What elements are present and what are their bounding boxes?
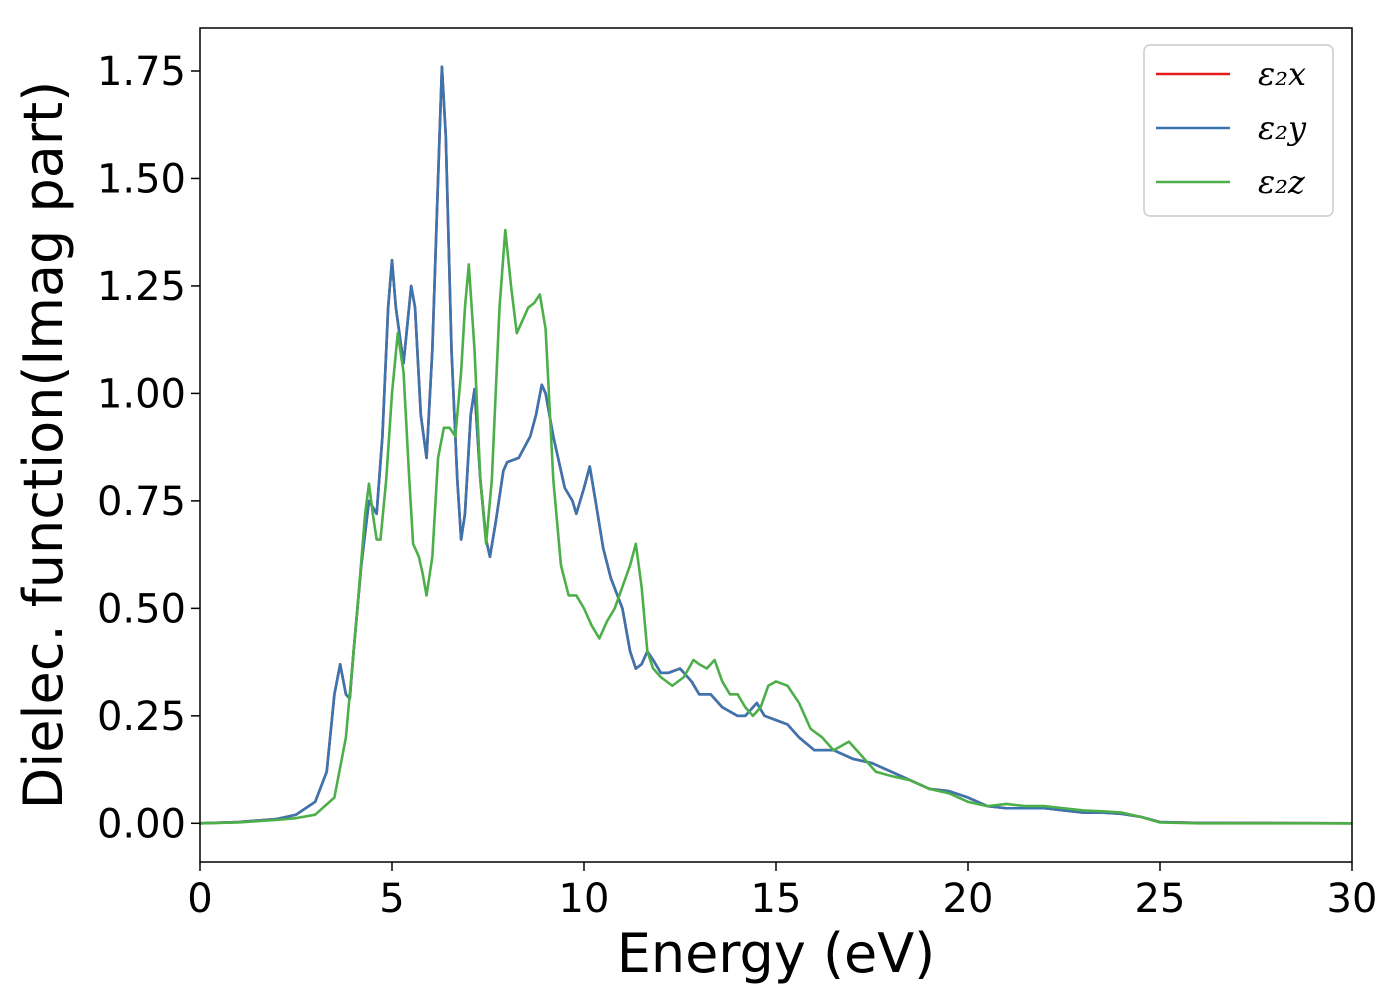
y-tick-label: 0.50 [97, 586, 186, 632]
legend-box [1143, 44, 1334, 217]
x-tick-label: 10 [559, 876, 610, 922]
x-tick-label: 15 [751, 876, 802, 922]
legend-label-3: ε₂z [1258, 163, 1306, 201]
x-tick-label: 25 [1135, 876, 1186, 922]
x-tick-label: 5 [379, 876, 404, 922]
legend: ε₂x ε₂y ε₂z [1143, 44, 1334, 217]
series-layer [200, 65, 1352, 825]
y-tick-label: 1.50 [97, 156, 186, 202]
x-tick-label: 30 [1327, 876, 1378, 922]
y-tick-label: 1.75 [97, 49, 186, 95]
legend-label-1: ε₂x [1258, 55, 1306, 93]
series-line-2 [200, 65, 1352, 825]
y-tick-label: 0.00 [97, 801, 186, 847]
x-axis-label: Energy (eV) [617, 922, 936, 985]
series-line-3 [200, 228, 1352, 825]
y-axis: 0.00 0.25 0.50 0.75 1.00 1.25 1.50 1.75 [97, 49, 200, 847]
y-axis-label: Dielec. function(Imag part) [12, 81, 75, 810]
x-tick-label: 0 [187, 876, 212, 922]
x-axis: 0 5 10 15 20 25 30 [187, 862, 1377, 922]
x-tick-label: 20 [943, 876, 994, 922]
y-tick-label: 1.00 [97, 371, 186, 417]
y-tick-label: 0.25 [97, 694, 186, 740]
legend-label-2: ε₂y [1258, 109, 1307, 147]
y-tick-label: 0.75 [97, 479, 186, 525]
y-tick-label: 1.25 [97, 264, 186, 310]
